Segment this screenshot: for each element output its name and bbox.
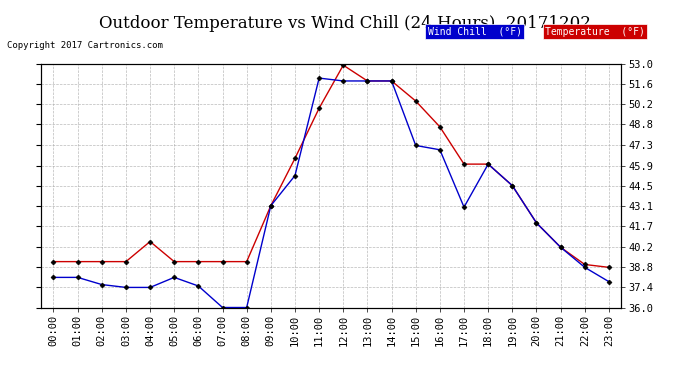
Text: Wind Chill  (°F): Wind Chill (°F)	[428, 27, 522, 37]
Text: Temperature  (°F): Temperature (°F)	[545, 27, 645, 37]
Text: Copyright 2017 Cartronics.com: Copyright 2017 Cartronics.com	[7, 41, 163, 50]
Text: Outdoor Temperature vs Wind Chill (24 Hours)  20171202: Outdoor Temperature vs Wind Chill (24 Ho…	[99, 15, 591, 32]
